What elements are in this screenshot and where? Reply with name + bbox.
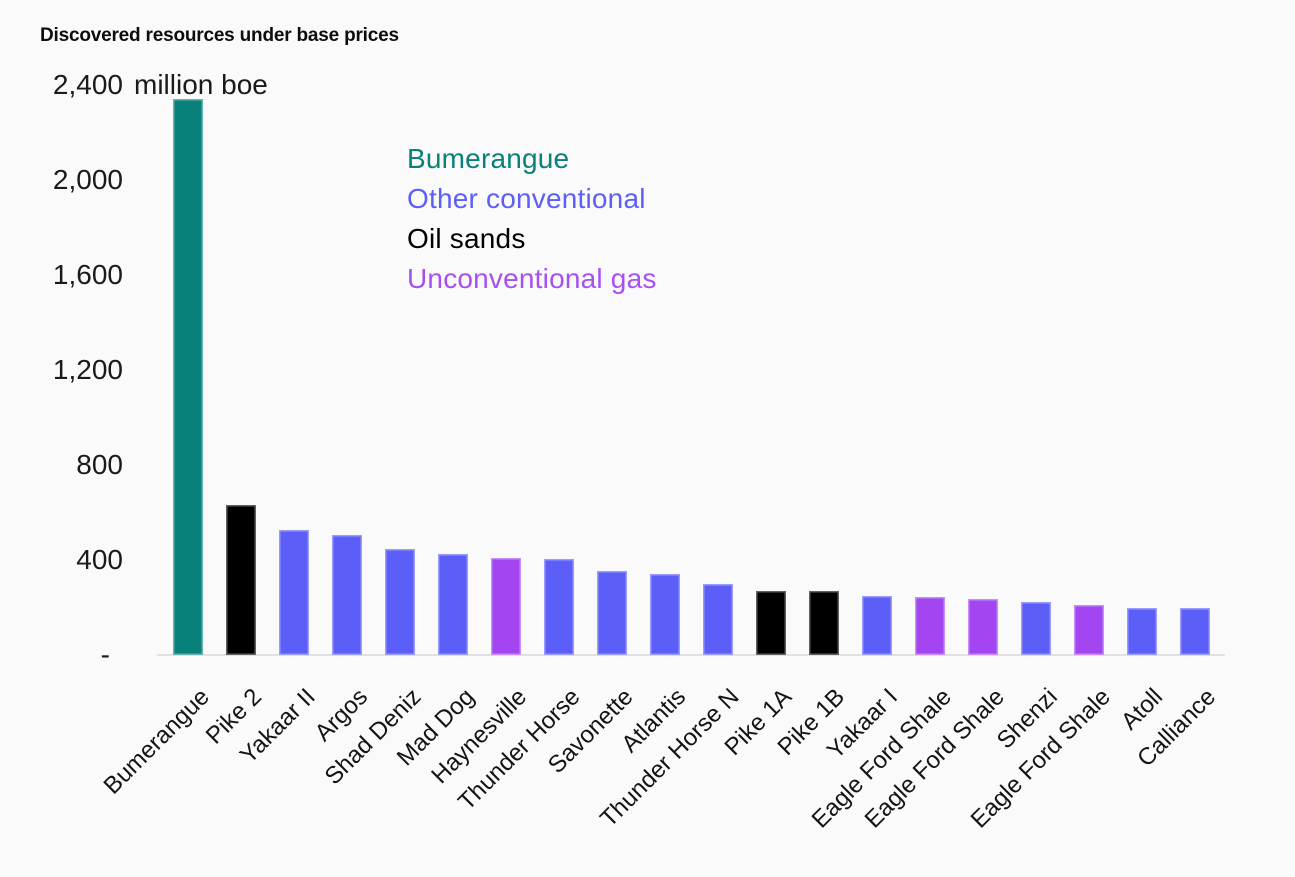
y-tick-2000: 2,000 (52, 164, 123, 195)
bar-pike-1a-12 (756, 590, 786, 655)
bar-argos-4 (332, 535, 362, 655)
bar-haynesville-7 (491, 557, 521, 655)
chart-title: Discovered resources under base prices (40, 25, 399, 46)
x-label-bumerangue-1: Bumerangue (98, 683, 215, 800)
bar-thunder-horse-8 (544, 558, 574, 655)
legend-item-other-conventional: Other conventional (407, 183, 646, 214)
y-axis-unit-label: million boe (134, 69, 268, 100)
x-axis-line (157, 654, 1225, 656)
y-tick-1200: 1,200 (52, 354, 123, 385)
bar-thunder-horse-n-11 (703, 583, 733, 655)
bar-bumerangue-1 (173, 99, 203, 655)
bar-pike-1b-13 (809, 590, 839, 655)
bar-atoll-19 (1127, 607, 1157, 655)
bar-shad-deniz-5 (385, 549, 415, 655)
y-tick-400: 400 (76, 544, 123, 575)
y-tick-0: - (100, 639, 110, 670)
bar-eagle-ford-shale-16 (968, 599, 998, 655)
y-tick-800: 800 (76, 449, 123, 480)
bar-eagle-ford-shale-18 (1074, 605, 1104, 655)
y-tick-1600: 1,600 (52, 259, 123, 290)
bar-mad-dog-6 (438, 554, 468, 655)
bar-savonette-9 (597, 570, 627, 655)
legend-item-bumerangue: Bumerangue (407, 143, 570, 174)
legend-item-oil-sands: Oil sands (407, 223, 526, 254)
bar-pike-2-2 (226, 505, 256, 655)
legend: Bumerangue Other conventional Oil sands Unc… (407, 139, 657, 299)
legend-item-unconventional-gas: Unconventional gas (407, 263, 657, 294)
bar-yakaar-ii-3 (279, 530, 309, 655)
bar-eagle-ford-shale-15 (915, 596, 945, 655)
bar-atlantis-10 (650, 574, 680, 655)
y-tick-2400: 2,400 (52, 69, 123, 100)
bar-calliance-20 (1180, 607, 1210, 655)
bar-yakaar-i-14 (862, 595, 892, 655)
bar-shenzi-17 (1021, 601, 1051, 655)
